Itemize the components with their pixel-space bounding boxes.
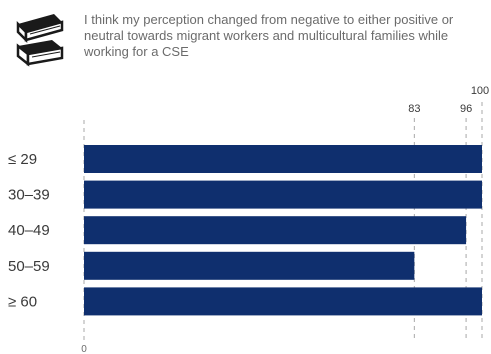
category-label-4: ≥ 60 — [8, 293, 37, 310]
category-label-1: 30–39 — [8, 187, 50, 204]
reference-line-label-96: 96 — [460, 103, 472, 115]
reference-line-label-83: 83 — [408, 103, 420, 115]
reference-line-label-100: 100 — [471, 85, 489, 97]
category-label-0: ≤ 29 — [8, 151, 37, 168]
stacked-books-icon — [12, 10, 68, 68]
x-tick-label-0: 0 — [81, 344, 87, 354]
bars — [84, 145, 482, 316]
bar-0 — [84, 145, 482, 173]
category-label-3: 50–59 — [8, 258, 50, 275]
statement-text: I think my perception changed from negat… — [84, 12, 454, 59]
bar-1 — [84, 180, 482, 209]
bar-3 — [84, 251, 415, 280]
bar-4 — [84, 287, 482, 316]
x-axis-ticks: 0 — [81, 344, 87, 354]
category-label-2: 40–49 — [8, 222, 50, 239]
reference-line-labels: 83 96 100 — [408, 85, 489, 115]
category-labels: ≤ 29 30–39 40–49 50–59 ≥ 60 — [8, 151, 50, 310]
bar-2 — [84, 216, 467, 245]
